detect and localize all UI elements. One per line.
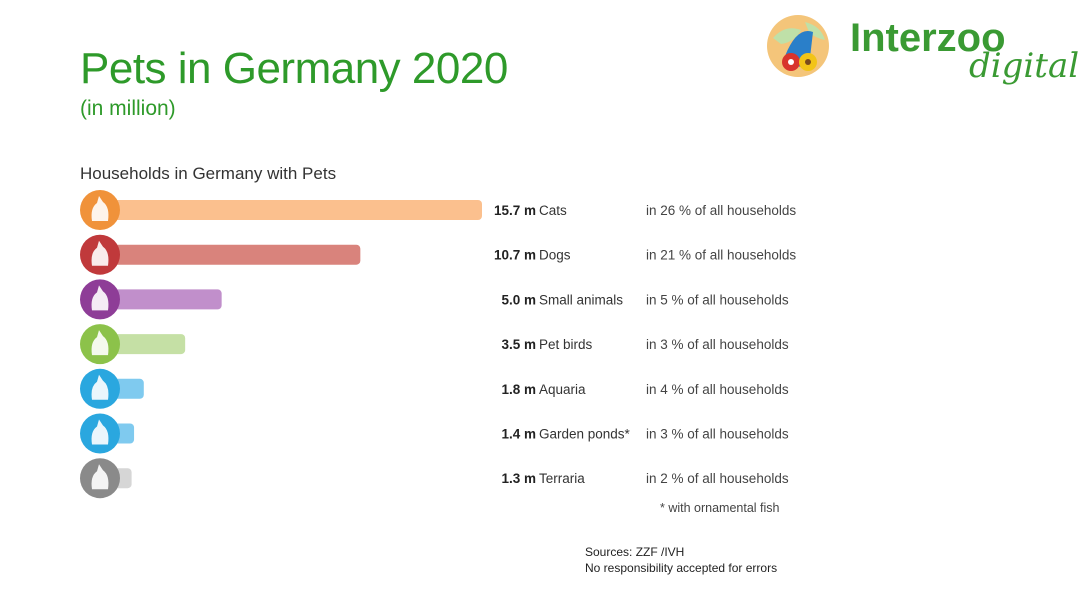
sources-block: Sources: ZZF /IVH No responsibility acce…	[585, 544, 777, 576]
value-label: 10.7 m	[494, 248, 536, 263]
category-label: Terraria	[539, 471, 585, 486]
page-title: Pets in Germany 2020	[80, 44, 508, 93]
chart-title: Households in Germany with Pets	[80, 164, 337, 183]
household-share-label: in 4 % of all households	[646, 382, 789, 397]
logo-tagline: digital	[969, 46, 1080, 86]
bar-row: 1.4 m Garden ponds* in 3 % of all househol…	[80, 413, 789, 454]
page-subtitle: (in million)	[80, 97, 176, 120]
cat-icon-glyph	[91, 196, 109, 221]
bar-row: 1.8 m Aquaria in 4 % of all households	[80, 368, 789, 409]
household-share-label: in 26 % of all households	[646, 203, 796, 218]
bar	[100, 244, 361, 265]
globe-mascot-icon	[767, 15, 829, 77]
value-label: 15.7 m	[494, 203, 536, 218]
sources-text: Sources: ZZF /IVH	[585, 545, 685, 559]
category-label: Pet birds	[539, 337, 593, 352]
bar	[100, 334, 186, 355]
household-share-label: in 21 % of all households	[646, 248, 796, 263]
rabbit-icon-glyph	[91, 285, 109, 311]
bar-row: 15.7 m Cats in 26 % of all households	[80, 190, 796, 230]
category-label: Aquaria	[539, 382, 586, 397]
footnote: * with ornamental fish	[660, 501, 780, 515]
category-label: Cats	[539, 203, 567, 218]
household-share-label: in 3 % of all households	[646, 337, 789, 352]
value-label: 1.4 m	[501, 427, 536, 442]
logo-wordmark: Interzoo	[850, 16, 1006, 60]
pond-icon-glyph	[91, 419, 109, 445]
bar-row: 1.3 m Terraria in 2 % of all households	[80, 458, 789, 499]
category-label: Garden ponds*	[539, 427, 631, 442]
household-share-label: in 5 % of all households	[646, 292, 789, 307]
category-label: Small animals	[539, 292, 623, 307]
household-share-label: in 2 % of all households	[646, 471, 789, 486]
bar	[100, 289, 222, 310]
dog-icon-glyph	[91, 240, 109, 266]
fish-icon-glyph	[91, 374, 109, 400]
turtle-icon-glyph	[91, 464, 109, 490]
interzoo-logo: Interzoo digital	[765, 10, 1079, 105]
bar-row: 10.7 m Dogs in 21 % of all households	[80, 234, 796, 275]
bird-icon-glyph	[91, 330, 109, 356]
bar-row: 3.5 m Pet birds in 3 % of all households	[80, 324, 789, 365]
household-share-label: in 3 % of all households	[646, 427, 789, 442]
bar-row: 5.0 m Small animals in 5 % of all househol…	[80, 279, 789, 320]
value-label: 5.0 m	[501, 292, 536, 307]
bar	[100, 200, 482, 220]
value-label: 1.8 m	[501, 382, 536, 397]
value-label: 1.3 m	[501, 471, 536, 486]
disclaimer-text: No responsibility accepted for errors	[585, 561, 778, 575]
value-label: 3.5 m	[501, 337, 536, 352]
category-label: Dogs	[539, 248, 571, 263]
